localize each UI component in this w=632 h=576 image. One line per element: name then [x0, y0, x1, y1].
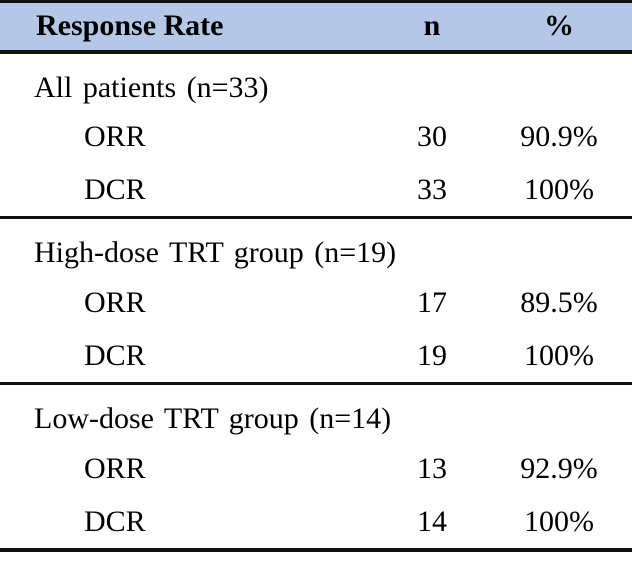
section-low-dose-trt: Low-dose TRT group (n=14) ORR 13 92.9% D… [0, 383, 632, 550]
cell-n: 17 [417, 285, 447, 319]
table-row: DCR 14 100% [0, 496, 632, 550]
section-all-patients: All patients (n=33) ORR 30 90.9% DCR 33 … [0, 52, 632, 218]
cell-percent: 90.9% [520, 119, 598, 153]
cell-n: 19 [417, 338, 447, 372]
row-label: DCR [84, 172, 146, 206]
cell-n: 13 [417, 451, 447, 485]
group-label: Low-dose TRT group (n=14) [34, 402, 392, 436]
cell-percent: 100% [524, 338, 594, 372]
row-label: ORR [84, 119, 146, 153]
col-header-n: n [378, 1, 486, 54]
col-header-percent: % [486, 1, 632, 54]
col-header-response-rate: Response Rate [0, 1, 378, 54]
group-header-row: Low-dose TRT group (n=14) [0, 384, 632, 442]
cell-percent: 100% [524, 172, 594, 206]
group-header-row: High-dose TRT group (n=19) [0, 218, 632, 276]
group-label: High-dose TRT group (n=19) [34, 236, 397, 270]
cell-percent: 92.9% [520, 451, 598, 485]
table-row: DCR 33 100% [0, 164, 632, 218]
group-label: All patients (n=33) [34, 70, 269, 104]
cell-n: 14 [417, 504, 447, 538]
table-row: ORR 30 90.9% [0, 110, 632, 164]
group-header-row: All patients (n=33) [0, 52, 632, 110]
cell-percent: 89.5% [520, 285, 598, 319]
cell-percent: 100% [524, 504, 594, 538]
table-header-row: Response Rate n % [0, 1, 632, 54]
table-row: DCR 19 100% [0, 330, 632, 384]
table-row: ORR 13 92.9% [0, 442, 632, 496]
section-high-dose-trt: High-dose TRT group (n=19) ORR 17 89.5% … [0, 217, 632, 384]
cell-n: 33 [417, 172, 447, 206]
table-row: ORR 17 89.5% [0, 276, 632, 330]
row-label: ORR [84, 285, 146, 319]
response-rate-table: Response Rate n % All patients (n=33) OR… [0, 0, 632, 552]
row-label: ORR [84, 451, 146, 485]
row-label: DCR [84, 504, 146, 538]
row-label: DCR [84, 338, 146, 372]
cell-n: 30 [417, 119, 447, 153]
